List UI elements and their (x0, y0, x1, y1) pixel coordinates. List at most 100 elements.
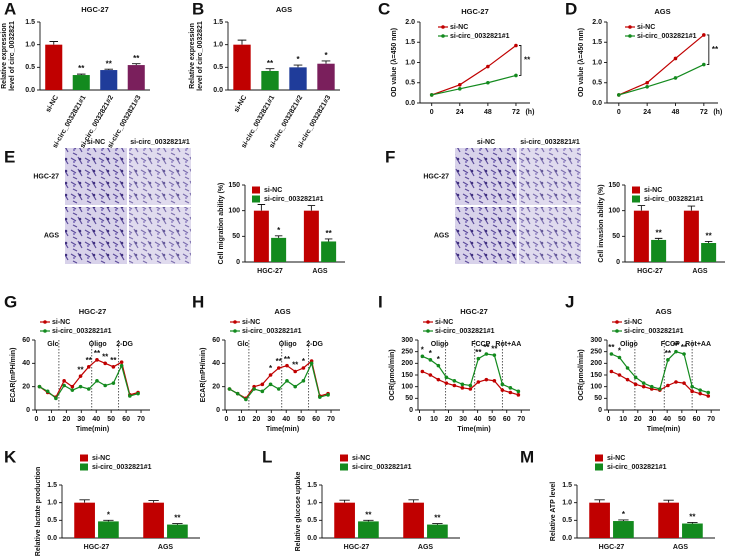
legend-label: si-NC (450, 24, 468, 31)
y-tick-label: 1.0 (405, 59, 415, 66)
y-axis-label: level of circ_0032821 (197, 21, 204, 91)
x-tick-label: AGS (312, 268, 328, 275)
data-point (252, 387, 256, 391)
data-point (436, 377, 441, 382)
event-label: Rot+AA (685, 341, 711, 348)
x-tick-label: 50 (107, 416, 115, 423)
data-point (486, 64, 490, 69)
chart-title: AGS (276, 5, 292, 14)
data-point (484, 377, 489, 382)
legend-marker (441, 34, 445, 38)
data-point (476, 380, 481, 384)
legend-marker (43, 329, 47, 333)
y-tick-label: 100 (608, 208, 620, 215)
y-tick-label: 0.5 (47, 517, 57, 524)
legend-label: si-circ_0032821#1 (352, 464, 412, 471)
x-axis-label: Time(min) (266, 426, 299, 433)
data-point (641, 384, 646, 389)
bar (143, 502, 164, 538)
data-point (617, 93, 621, 97)
x-tick-label: 30 (77, 416, 85, 423)
y-tick-label: 0.5 (405, 80, 415, 87)
bar (633, 210, 649, 262)
error-bar (274, 235, 283, 238)
error-bar (293, 64, 303, 68)
x-tick-label: 0 (225, 416, 229, 423)
y-tick-label: 150 (590, 372, 602, 379)
x-tick-label: AGS (673, 544, 689, 551)
data-point (673, 56, 678, 61)
legend-swatch (252, 186, 260, 194)
y-tick-label: 0.0 (592, 100, 602, 107)
y-tick-label: 0.0 (562, 535, 572, 542)
image-column-label: si-NC (477, 139, 495, 146)
y-tick-label: 40 (212, 360, 220, 367)
y-tick-label: 20 (22, 384, 30, 391)
data-point (119, 360, 124, 364)
bar (317, 63, 335, 90)
data-point (698, 391, 702, 396)
data-point (460, 382, 465, 387)
legend-label: si-circ_0032821#1 (264, 196, 324, 203)
significance: * (618, 347, 622, 356)
significance: * (324, 51, 328, 60)
error-bar (103, 519, 114, 522)
y-tick-label: 1.5 (25, 19, 35, 26)
significance: ** (276, 357, 283, 366)
data-point (702, 62, 706, 67)
panel-label: M (520, 447, 534, 466)
x-tick-label: 50 (297, 416, 305, 423)
significance: * (622, 510, 626, 519)
y-tick-label: 0.5 (562, 517, 572, 524)
x-tick-label: HGC-27 (257, 268, 283, 275)
bar (167, 524, 188, 538)
legend-swatch (632, 195, 640, 203)
x-tick-label: HGC-27 (637, 268, 663, 275)
y-tick-label: 40 (22, 360, 30, 367)
y-tick-label: 1.0 (47, 500, 57, 507)
legend-label: si-NC (92, 455, 110, 462)
micrograph (519, 207, 581, 264)
x-tick-label: AGS (158, 544, 174, 551)
y-tick-label: 1.5 (307, 482, 317, 489)
legend-label: si-NC (52, 319, 70, 326)
y-axis-label: Relative expression (1, 23, 8, 89)
legend-swatch (340, 454, 348, 462)
event-label: FCCP (661, 341, 680, 348)
legend-marker (615, 329, 619, 333)
error-bar (131, 63, 141, 66)
data-point (514, 73, 518, 78)
error-bar (148, 500, 159, 503)
y-tick-label: 0.0 (405, 100, 415, 107)
y-tick-label: 50 (594, 395, 602, 402)
bar (289, 67, 307, 90)
x-tick-label: 10 (430, 416, 438, 423)
significance: ** (326, 229, 333, 238)
panel-label: D (565, 0, 577, 18)
panel-label: F (385, 147, 395, 166)
x-tick-label: 10 (619, 416, 627, 423)
legend-swatch (80, 454, 88, 462)
data-point (674, 349, 678, 354)
bar (261, 70, 279, 90)
x-tick-label: 40 (282, 416, 290, 423)
panel-label: E (4, 147, 15, 166)
data-point (486, 80, 490, 85)
panel-label: G (4, 292, 17, 311)
data-point (452, 379, 457, 383)
error-bar (257, 204, 266, 211)
error-bar (654, 237, 663, 240)
event-label: Oligo (620, 341, 638, 348)
chart-title: HGC-27 (79, 307, 107, 316)
x-tick-label: 48 (484, 109, 492, 116)
legend-swatch (632, 186, 640, 194)
error-bar (408, 499, 419, 503)
data-point (457, 87, 462, 91)
data-point (136, 391, 140, 396)
data-point (62, 379, 66, 383)
data-point (244, 397, 248, 402)
data-point (617, 355, 622, 360)
y-tick-label: 0 (216, 407, 220, 414)
data-point (649, 384, 654, 389)
